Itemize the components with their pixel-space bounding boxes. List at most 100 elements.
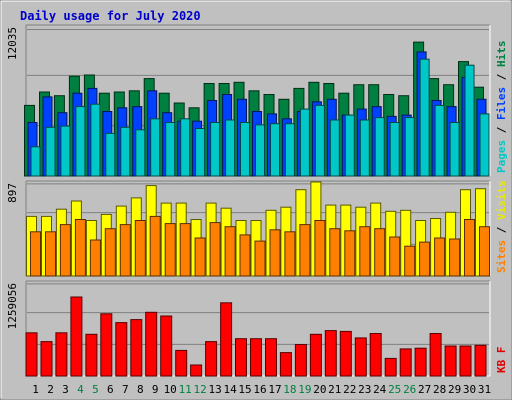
- bar-pages-day-30: [464, 64, 475, 177]
- bar-pages-day-26: [404, 117, 415, 177]
- bar-pages-day-2: [45, 126, 56, 177]
- bar-pages-day-15: [240, 122, 250, 177]
- bar-pages-day-9: [150, 118, 161, 177]
- bar-kb-f-day-14: [220, 302, 233, 377]
- bar-sites-day-10: [164, 223, 176, 277]
- y-axis-max-label: 12035: [6, 27, 19, 60]
- bar-pages-day-21: [329, 119, 340, 177]
- bar-kb-f-day-29: [444, 345, 457, 377]
- chart-title: Daily usage for July 2020: [20, 9, 201, 23]
- bar-sites-day-19: [299, 224, 311, 277]
- legend-label-0: Sites: [495, 240, 508, 273]
- legend-label-2: Files: [495, 87, 508, 120]
- bar-kb-f-day-13: [205, 341, 218, 377]
- bar-pages-day-23: [359, 119, 370, 177]
- legend-label-0: Pages: [495, 140, 508, 173]
- bar-pages-day-5: [90, 103, 101, 177]
- bar-kb-f-day-26: [399, 348, 412, 377]
- bar-sites-day-26: [404, 245, 416, 277]
- bar-sites-day-7: [119, 224, 131, 277]
- legend-label-0: KB F: [495, 347, 508, 374]
- bar-kb-f-day-19: [294, 344, 307, 377]
- bar-kb-f-day-25: [384, 357, 397, 377]
- bar-sites-day-12: [194, 237, 206, 277]
- bar-sites-day-6: [104, 228, 116, 277]
- x-tick-label-27: 27: [418, 383, 431, 396]
- bar-sites-day-21: [329, 228, 341, 277]
- bar-kb-f-day-6: [100, 313, 113, 377]
- bar-kb-f-day-10: [160, 315, 173, 377]
- x-tick-label-10: 10: [164, 383, 177, 396]
- bar-kb-f-day-5: [85, 333, 98, 377]
- panel-legend: Pages / Files / Hits: [495, 41, 508, 174]
- panel-hits-files-pages: 12035 Pages / Files / Hits: [6, 24, 508, 177]
- bar-sites-day-27: [419, 241, 431, 277]
- x-tick-label-29: 29: [448, 383, 461, 396]
- bar-sites-day-31: [479, 226, 490, 277]
- bar-pages-day-12: [195, 128, 206, 177]
- bar-sites-day-30: [464, 219, 475, 277]
- bar-sites-day-23: [359, 226, 371, 277]
- x-tick-label-15: 15: [238, 383, 251, 396]
- x-tick-label-3: 3: [62, 383, 69, 396]
- bar-kb-f-day-12: [190, 364, 203, 377]
- bar-kb-f-day-20: [309, 333, 322, 377]
- x-tick-label-1: 1: [32, 383, 39, 396]
- x-axis-tick-labels: 1 2 3 4 5 6 7 8 9 10 11 12 13 14 15 16 17 18 19 20 21 22 23 24 2…: [32, 383, 491, 396]
- panel-visits-sites: 897 Sites / Visits: [6, 180, 508, 277]
- x-tick-label-13: 13: [208, 383, 221, 396]
- legend-label-4: Hits: [495, 41, 508, 68]
- y-axis-max-label: 897: [6, 183, 19, 203]
- bar-pages-day-7: [120, 126, 131, 177]
- bar-sites-day-25: [389, 236, 401, 277]
- legend-label-1: /: [495, 120, 508, 140]
- bar-kb-f-day-2: [40, 341, 53, 377]
- bar-pages-day-16: [255, 124, 265, 177]
- bar-pages-day-10: [165, 122, 176, 177]
- bar-sites-day-9: [149, 215, 161, 277]
- x-tick-label-26: 26: [403, 383, 416, 396]
- bar-kb-f-day-30: [459, 345, 472, 377]
- bar-sites-day-13: [209, 222, 221, 277]
- bar-kb-f-day-31: [474, 344, 487, 377]
- x-tick-label-4: 4: [77, 383, 84, 396]
- x-tick-label-23: 23: [358, 383, 371, 396]
- x-tick-label-21: 21: [328, 383, 341, 396]
- bar-kb-f-day-3: [55, 332, 68, 377]
- x-tick-label-17: 17: [268, 383, 281, 396]
- bar-pages-day-1: [30, 146, 41, 177]
- bar-sites-day-8: [134, 220, 146, 277]
- legend-label-2: Visits: [495, 180, 508, 220]
- x-tick-label-31: 31: [478, 383, 491, 396]
- series-sites: [30, 215, 490, 277]
- legend-label-3: /: [495, 67, 508, 87]
- bar-kb-f-day-11: [175, 349, 188, 377]
- x-tick-label-2: 2: [47, 383, 54, 396]
- bar-sites-day-5: [89, 239, 101, 277]
- panel-legend: Sites / Visits: [495, 180, 508, 273]
- bar-pages-day-20: [314, 104, 325, 177]
- series-kb-f: [25, 296, 487, 377]
- x-tick-label-5: 5: [92, 383, 99, 396]
- bar-sites-day-22: [344, 230, 356, 277]
- bar-pages-day-8: [135, 129, 146, 177]
- bar-sites-day-28: [434, 237, 446, 277]
- x-tick-label-11: 11: [179, 383, 192, 396]
- bar-pages-day-28: [434, 104, 445, 177]
- panel-kbytes: 1259056 KB F: [6, 280, 508, 377]
- x-tick-label-28: 28: [433, 383, 446, 396]
- bar-sites-day-15: [239, 234, 251, 277]
- bar-kb-f-day-4: [70, 296, 83, 377]
- bar-kb-f-day-28: [429, 333, 442, 377]
- bar-kb-f-day-8: [130, 319, 143, 377]
- x-tick-label-25: 25: [388, 383, 401, 396]
- x-tick-label-20: 20: [313, 383, 326, 396]
- bar-kb-f-day-9: [145, 311, 158, 377]
- bar-sites-day-29: [449, 238, 461, 277]
- x-tick-label-9: 9: [152, 383, 159, 396]
- bar-pages-day-13: [210, 122, 221, 177]
- bar-pages-day-22: [344, 114, 355, 177]
- bar-sites-day-4: [74, 219, 86, 277]
- x-tick-label-30: 30: [463, 383, 476, 396]
